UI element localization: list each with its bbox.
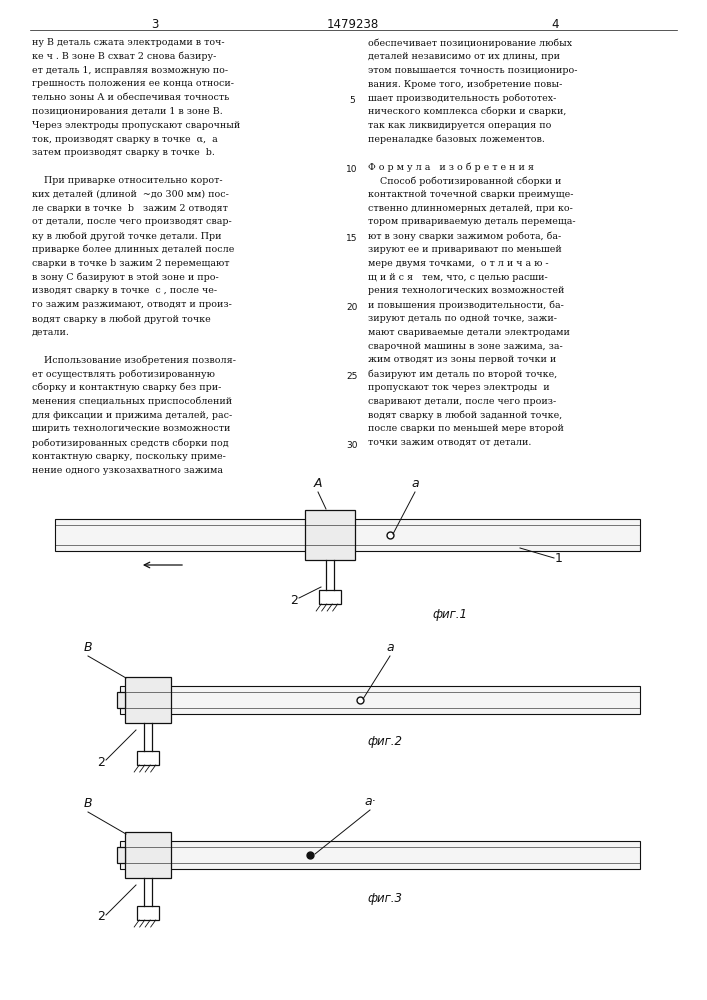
Text: 2: 2 [290, 593, 298, 606]
Text: после сварки по меньшей мере второй: после сварки по меньшей мере второй [368, 424, 564, 433]
Text: 5: 5 [349, 96, 355, 105]
Text: ют в зону сварки зажимом робота, ба-: ют в зону сварки зажимом робота, ба- [368, 231, 561, 241]
Bar [120, 841, 640, 869]
Text: сваривают детали, после чего произ-: сваривают детали, после чего произ- [368, 397, 556, 406]
Bar [137, 906, 159, 920]
Text: водят сварку в любой другой точке: водят сварку в любой другой точке [32, 314, 211, 324]
Text: 15: 15 [346, 234, 358, 243]
Text: B: B [83, 797, 93, 810]
Text: переналадке базовых ложементов.: переналадке базовых ложементов. [368, 135, 545, 144]
Text: сборку и контактную сварку без при-: сборку и контактную сварку без при- [32, 383, 221, 392]
Text: ких деталей (длиной  ~до 300 мм) пос-: ких деталей (длиной ~до 300 мм) пос- [32, 190, 229, 199]
Text: роботизированных средств сборки под: роботизированных средств сборки под [32, 438, 228, 448]
Text: нического комплекса сборки и сварки,: нического комплекса сборки и сварки, [368, 107, 566, 116]
Text: тором привариваемую деталь перемеща-: тором привариваемую деталь перемеща- [368, 217, 575, 226]
Text: так как ликвидируется операция по: так как ликвидируется операция по [368, 121, 551, 130]
Text: и повышения производительности, ба-: и повышения производительности, ба- [368, 300, 564, 310]
Text: Использование изобретения позволя-: Использование изобретения позволя- [32, 355, 236, 365]
Bar [117, 847, 125, 863]
Text: шает производительность робототех-: шает производительность робототех- [368, 93, 556, 103]
Text: контактной точечной сварки преимуще-: контактной точечной сварки преимуще- [368, 190, 573, 199]
Text: ток, производят сварку в точке  α,  а: ток, производят сварку в точке α, а [32, 135, 218, 144]
Text: от детали, после чего производят свар-: от детали, после чего производят свар- [32, 217, 232, 226]
Text: Через электроды пропускают сварочный: Через электроды пропускают сварочный [32, 121, 240, 130]
Text: мере двумя точками,  о т л и ч а ю -: мере двумя точками, о т л и ч а ю - [368, 259, 549, 268]
Text: сварки в точке b зажим 2 перемещают: сварки в точке b зажим 2 перемещают [32, 259, 230, 268]
Text: зируют деталь по одной точке, зажи-: зируют деталь по одной точке, зажи- [368, 314, 557, 323]
Text: a: a [411, 477, 419, 490]
Text: 1479238: 1479238 [327, 18, 379, 31]
Text: приварке более длинных деталей после: приварке более длинных деталей после [32, 245, 235, 254]
Text: a: a [386, 641, 394, 654]
Text: менения специальных приспособлений: менения специальных приспособлений [32, 397, 232, 406]
Text: го зажим разжимают, отводят и произ-: го зажим разжимают, отводят и произ- [32, 300, 232, 309]
Text: При приварке относительно корот-: При приварке относительно корот- [32, 176, 223, 185]
Text: рения технологических возможностей: рения технологических возможностей [368, 286, 564, 295]
Text: 20: 20 [346, 303, 358, 312]
Text: позиционирования детали 1 в зоне В.: позиционирования детали 1 в зоне В. [32, 107, 223, 116]
Text: в зону С базируют в этой зоне и про-: в зону С базируют в этой зоне и про- [32, 273, 218, 282]
Text: базируют им деталь по второй точке,: базируют им деталь по второй точке, [368, 369, 557, 379]
Text: 2: 2 [97, 756, 105, 768]
Text: обеспечивает позиционирование любых: обеспечивает позиционирование любых [368, 38, 572, 47]
Text: детали.: детали. [32, 328, 70, 337]
Text: ле сварки в точке  b   зажим 2 отводят: ле сварки в точке b зажим 2 отводят [32, 204, 228, 213]
Text: ет деталь 1, исправляя возможную по-: ет деталь 1, исправляя возможную по- [32, 66, 228, 75]
Text: этом повышается точность позициониро-: этом повышается точность позициониро- [368, 66, 578, 75]
Text: ну В деталь сжата электродами в точ-: ну В деталь сжата электродами в точ- [32, 38, 225, 47]
Text: сварочной машины в зоне зажима, за-: сварочной машины в зоне зажима, за- [368, 342, 563, 351]
Bar [117, 692, 125, 708]
Text: деталей независимо от их длины, при: деталей независимо от их длины, при [368, 52, 560, 61]
Text: 10: 10 [346, 165, 358, 174]
Text: ет осуществлять роботизированную: ет осуществлять роботизированную [32, 369, 215, 379]
Text: 25: 25 [346, 372, 358, 381]
Bar [137, 751, 159, 765]
Text: водят сварку в любой заданной точке,: водят сварку в любой заданной точке, [368, 411, 562, 420]
Text: фиг.2: фиг.2 [368, 735, 402, 748]
Text: мают свариваемые детали электродами: мают свариваемые детали электродами [368, 328, 570, 337]
Text: 2: 2 [97, 910, 105, 924]
Text: B: B [83, 641, 93, 654]
Text: ку в любой другой точке детали. При: ку в любой другой точке детали. При [32, 231, 221, 241]
Bar [120, 686, 640, 714]
Bar [319, 590, 341, 604]
Text: нение одного узкозахватного зажима: нение одного узкозахватного зажима [32, 466, 223, 475]
Text: фиг.1: фиг.1 [433, 608, 467, 621]
Text: тельно зоны А и обеспечивая точность: тельно зоны А и обеспечивая точность [32, 93, 229, 102]
Bar [125, 832, 171, 878]
Text: ширить технологические возможности: ширить технологические возможности [32, 424, 230, 433]
Text: ке ч . В зоне В схват 2 снова базиру-: ке ч . В зоне В схват 2 снова базиру- [32, 52, 216, 61]
Text: Способ роботизированной сборки и: Способ роботизированной сборки и [368, 176, 561, 186]
Bar [55, 519, 640, 551]
Text: 30: 30 [346, 441, 358, 450]
Text: зируют ее и приваривают по меньшей: зируют ее и приваривают по меньшей [368, 245, 562, 254]
Bar [125, 677, 171, 723]
Text: ственно длинномерных деталей, при ко-: ственно длинномерных деталей, при ко- [368, 204, 573, 213]
Bar [305, 510, 355, 560]
Text: a·: a· [364, 795, 376, 808]
Text: пропускают ток через электроды  и: пропускают ток через электроды и [368, 383, 549, 392]
Text: 3: 3 [151, 18, 158, 31]
Text: изводят сварку в точке  с , после че-: изводят сварку в точке с , после че- [32, 286, 217, 295]
Text: щ и й с я   тем, что, с целью расши-: щ и й с я тем, что, с целью расши- [368, 273, 548, 282]
Text: точки зажим отводят от детали.: точки зажим отводят от детали. [368, 438, 532, 447]
Text: 4: 4 [551, 18, 559, 31]
Text: жим отводят из зоны первой точки и: жим отводят из зоны первой точки и [368, 355, 556, 364]
Text: 1: 1 [555, 552, 563, 564]
Text: Ф о р м у л а   и з о б р е т е н и я: Ф о р м у л а и з о б р е т е н и я [368, 162, 534, 172]
Text: затем производят сварку в точке  b.: затем производят сварку в точке b. [32, 148, 215, 157]
Text: контактную сварку, поскольку приме-: контактную сварку, поскольку приме- [32, 452, 226, 461]
Text: грешность положения ее конца относи-: грешность положения ее конца относи- [32, 79, 234, 88]
Text: A: A [314, 477, 322, 490]
Text: вания. Кроме того, изобретение повы-: вания. Кроме того, изобретение повы- [368, 79, 562, 89]
Text: фиг.3: фиг.3 [368, 892, 402, 905]
Text: для фиксации и прижима деталей, рас-: для фиксации и прижима деталей, рас- [32, 411, 233, 420]
